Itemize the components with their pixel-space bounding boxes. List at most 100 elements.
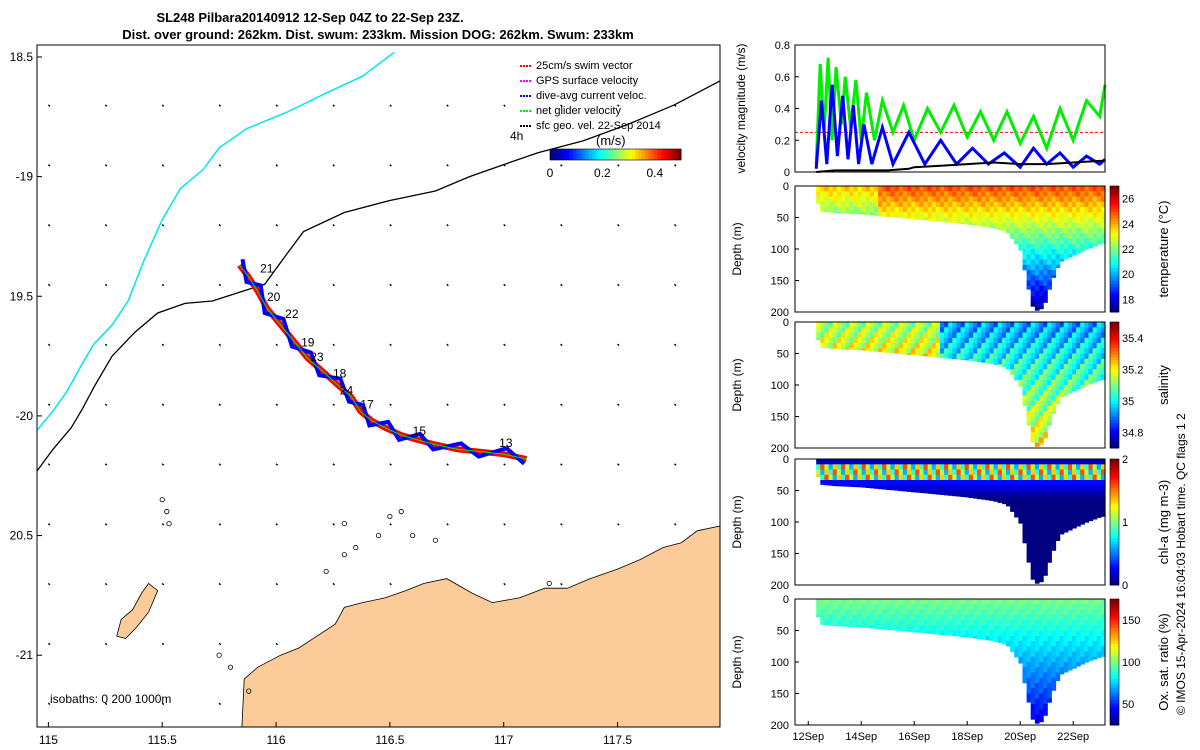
section-cell (1026, 186, 1032, 192)
section-cell (1055, 625, 1061, 632)
section-cell (989, 599, 995, 605)
section-cell (820, 322, 825, 328)
section-cell (1039, 564, 1044, 570)
section-cell (989, 222, 995, 228)
section-cell (981, 207, 986, 213)
section-cell (993, 201, 999, 208)
section-cell (1072, 201, 1077, 208)
section-cell (968, 353, 974, 360)
section-cell (931, 459, 937, 465)
section-cell (1014, 358, 1019, 365)
section-cell (874, 348, 879, 352)
section-cell (1043, 270, 1048, 276)
colorbar-cell (1110, 385, 1119, 389)
section-cell (993, 186, 999, 192)
section-cell (1030, 322, 1036, 328)
section-cell (1034, 558, 1040, 565)
section-cell (894, 480, 900, 486)
section-cell (1010, 469, 1015, 476)
section-cell (1034, 201, 1040, 208)
section-cell (1034, 511, 1040, 518)
section-cell (1030, 564, 1036, 570)
section-cell (1026, 490, 1032, 497)
section-cell (849, 625, 854, 627)
section-cell (1030, 201, 1036, 208)
speed-colorbar-cell (592, 149, 597, 160)
section-cell (989, 353, 995, 360)
section-cell (1080, 222, 1085, 229)
section-cell (968, 495, 974, 498)
section-cell (836, 625, 842, 627)
section-cell (824, 604, 830, 611)
section-cell (878, 327, 883, 334)
section-cell (1034, 259, 1040, 266)
section-cell (935, 217, 941, 222)
section-cell (853, 609, 858, 616)
section-cell (1039, 516, 1044, 523)
section-cell (927, 469, 933, 476)
section-cell (977, 322, 982, 328)
section-cell (1067, 656, 1073, 663)
section-cell (1100, 651, 1106, 657)
section-cell (940, 212, 945, 219)
section-cell (1022, 390, 1028, 397)
section-cell (1039, 196, 1044, 203)
section-cell (836, 207, 842, 213)
section-cell (989, 191, 995, 198)
section-cell (1014, 374, 1019, 381)
section-cell (1047, 207, 1052, 213)
section-cell (948, 469, 953, 476)
colorbar-cell (1110, 249, 1119, 253)
section-cell (1051, 327, 1057, 334)
velocity-arrow (560, 343, 563, 347)
section-cell (960, 191, 966, 198)
small-island (398, 509, 404, 515)
section-cell (1096, 191, 1102, 198)
section-cell (816, 327, 821, 334)
section-cell (882, 212, 887, 217)
section-cell (1084, 599, 1090, 605)
section-cell (940, 604, 945, 611)
speed-colorbar-cell (599, 149, 603, 160)
section-cell (1010, 196, 1015, 203)
section-cell (973, 186, 978, 192)
section-cell (894, 196, 900, 203)
section-cell (985, 469, 991, 476)
colorbar-cell (1110, 208, 1119, 212)
section-cell (997, 348, 1003, 355)
section-cell (1018, 459, 1024, 465)
section-cell (1043, 228, 1048, 234)
section-cell (915, 614, 920, 621)
section-cell (1010, 614, 1015, 621)
section-cell (1067, 464, 1073, 471)
colorbar-cell (1110, 531, 1119, 536)
section-cell (1010, 207, 1015, 213)
section-cell (919, 196, 924, 203)
section-cell (944, 186, 949, 192)
section-cell (1100, 327, 1106, 334)
velocity-arrow (104, 343, 108, 347)
section-cell (1100, 358, 1106, 365)
section-cell (1043, 238, 1048, 245)
section-cell (886, 337, 891, 344)
colorbar-cell (1110, 425, 1119, 430)
section-cell (898, 348, 904, 355)
section-cell (1096, 364, 1102, 370)
section-cell (1043, 217, 1048, 224)
section-cell (1014, 201, 1019, 208)
section-cell (1080, 485, 1085, 492)
section-cell (1067, 620, 1073, 626)
section-cell (1018, 614, 1024, 621)
section-cell (882, 332, 887, 339)
velocity-arrow (446, 164, 449, 167)
section-cell (923, 485, 929, 492)
velocity-arrow (503, 403, 506, 406)
section-cell (1018, 369, 1024, 376)
section-cell (1072, 369, 1077, 376)
section-cell (836, 327, 842, 334)
section-cell (997, 212, 1003, 219)
section-cell (1006, 609, 1011, 616)
colorbar-cell (1110, 280, 1119, 285)
section-cell (1096, 348, 1102, 355)
